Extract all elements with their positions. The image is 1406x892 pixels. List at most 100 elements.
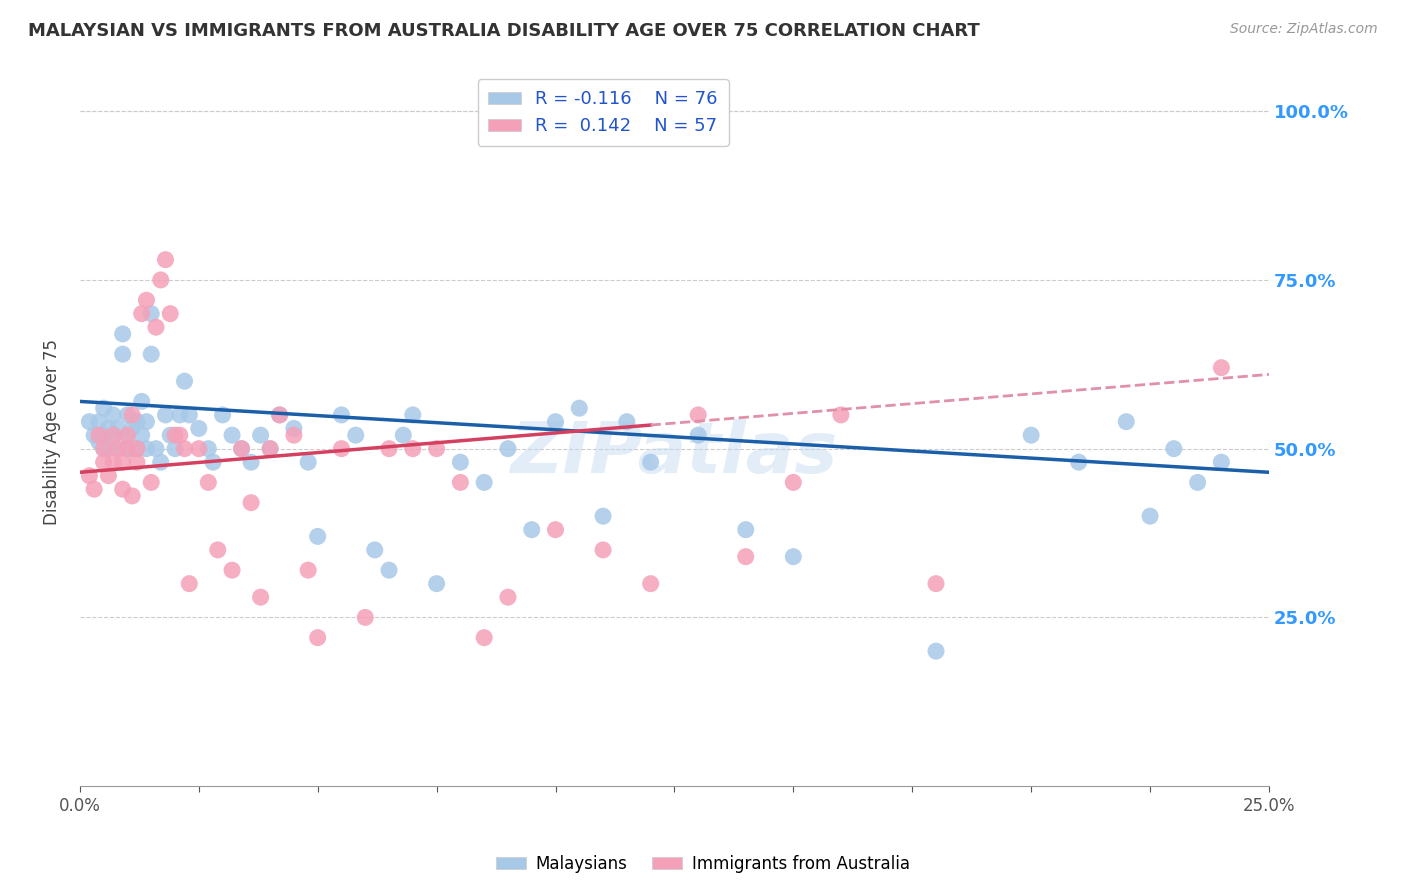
Point [101, 455, 124, 469]
Point [121, 442, 143, 456]
Point [93, 428, 115, 442]
Point [830, 408, 852, 422]
Point [101, 428, 124, 442]
Point [782, 549, 804, 564]
Text: MALAYSIAN VS IMMIGRANTS FROM AUSTRALIA DISABILITY AGE OVER 75 CORRELATION CHART: MALAYSIAN VS IMMIGRANTS FROM AUSTRALIA D… [28, 22, 980, 40]
Point [330, 442, 353, 456]
Point [159, 307, 181, 321]
Point [179, 576, 201, 591]
Point [616, 415, 638, 429]
Point [135, 293, 157, 308]
Point [131, 394, 153, 409]
Point [117, 408, 139, 422]
Point [87, 415, 110, 429]
Point [97, 442, 120, 456]
Point [402, 408, 425, 422]
Point [592, 509, 614, 524]
Point [449, 455, 471, 469]
Point [782, 475, 804, 490]
Point [231, 442, 253, 456]
Point [925, 576, 948, 591]
Point [449, 475, 471, 490]
Point [221, 563, 243, 577]
Point [145, 320, 167, 334]
Point [145, 442, 167, 456]
Point [107, 442, 129, 456]
Point [117, 428, 139, 442]
Point [1067, 455, 1090, 469]
Point [269, 408, 291, 422]
Point [135, 442, 157, 456]
Point [169, 428, 191, 442]
Point [734, 549, 756, 564]
Point [259, 442, 281, 456]
Point [179, 408, 201, 422]
Point [87, 434, 110, 449]
Point [1211, 455, 1233, 469]
Point [1115, 415, 1137, 429]
Point [640, 576, 662, 591]
Point [472, 631, 495, 645]
Point [231, 442, 253, 456]
Text: ZIPatlas: ZIPatlas [510, 418, 838, 488]
Point [221, 428, 243, 442]
Point [197, 475, 219, 490]
Point [472, 475, 495, 490]
Point [426, 442, 449, 456]
Point [117, 442, 139, 456]
Point [283, 428, 305, 442]
Point [141, 347, 163, 361]
Point [173, 442, 195, 456]
Point [107, 421, 129, 435]
Legend: R = -0.116    N = 76, R =  0.142    N = 57: R = -0.116 N = 76, R = 0.142 N = 57 [478, 79, 728, 146]
Point [159, 428, 181, 442]
Point [111, 326, 134, 341]
Point [173, 374, 195, 388]
Point [93, 455, 115, 469]
Point [101, 428, 124, 442]
Point [93, 442, 115, 456]
Point [187, 421, 209, 435]
Point [211, 408, 233, 422]
Point [121, 408, 143, 422]
Point [125, 442, 148, 456]
Point [107, 442, 129, 456]
Point [544, 415, 567, 429]
Point [111, 482, 134, 496]
Text: Source: ZipAtlas.com: Source: ZipAtlas.com [1230, 22, 1378, 37]
Point [79, 415, 101, 429]
Point [378, 563, 401, 577]
Point [496, 442, 519, 456]
Point [163, 428, 186, 442]
Point [135, 415, 157, 429]
Point [283, 421, 305, 435]
Legend: Malaysians, Immigrants from Australia: Malaysians, Immigrants from Australia [489, 848, 917, 880]
Point [163, 442, 186, 456]
Point [269, 408, 291, 422]
Point [568, 401, 591, 416]
Point [734, 523, 756, 537]
Point [297, 455, 319, 469]
Point [249, 428, 271, 442]
Point [93, 401, 115, 416]
Point [111, 455, 134, 469]
Point [149, 273, 172, 287]
Point [141, 475, 163, 490]
Point [207, 542, 229, 557]
Point [125, 455, 148, 469]
Point [117, 442, 139, 456]
Point [354, 610, 377, 624]
Point [688, 428, 710, 442]
Point [249, 590, 271, 604]
Point [121, 489, 143, 503]
Point [197, 442, 219, 456]
Point [155, 408, 177, 422]
Point [155, 252, 177, 267]
Point [402, 442, 425, 456]
Point [426, 576, 449, 591]
Point [111, 347, 134, 361]
Point [240, 496, 263, 510]
Point [169, 408, 191, 422]
Point [688, 408, 710, 422]
Y-axis label: Disability Age Over 75: Disability Age Over 75 [44, 339, 60, 524]
